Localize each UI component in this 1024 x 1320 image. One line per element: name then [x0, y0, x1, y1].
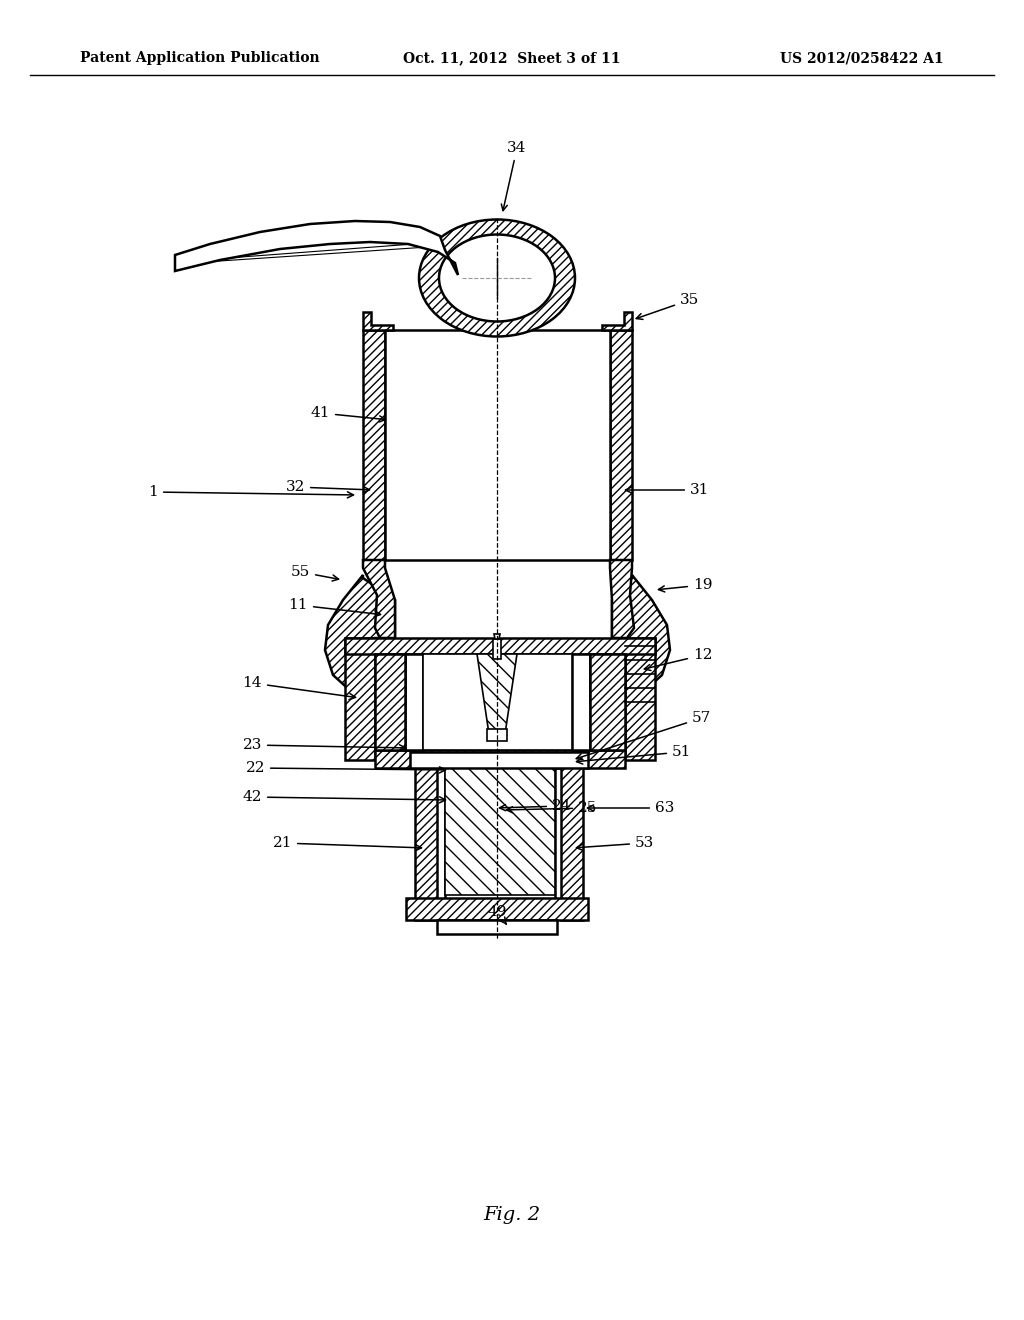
Bar — [561, 760, 583, 920]
Bar — [493, 639, 501, 659]
Bar — [406, 653, 423, 750]
Bar — [445, 760, 555, 920]
Ellipse shape — [439, 235, 555, 322]
Polygon shape — [602, 312, 632, 330]
Text: 11: 11 — [289, 598, 381, 616]
Bar — [590, 653, 625, 750]
Bar — [345, 638, 655, 653]
Text: 63: 63 — [588, 801, 675, 814]
Text: 57: 57 — [577, 711, 712, 759]
Text: Patent Application Publication: Patent Application Publication — [80, 51, 319, 65]
Polygon shape — [362, 312, 393, 330]
Text: 49: 49 — [487, 906, 507, 924]
Polygon shape — [494, 634, 500, 639]
Bar — [445, 766, 555, 895]
Text: 21: 21 — [272, 836, 422, 850]
Polygon shape — [610, 560, 634, 638]
Bar — [410, 752, 588, 768]
Polygon shape — [325, 576, 395, 696]
Polygon shape — [175, 220, 458, 275]
Text: 14: 14 — [243, 676, 355, 700]
Bar — [415, 760, 437, 920]
Bar — [437, 920, 557, 935]
Bar — [406, 898, 588, 920]
Polygon shape — [477, 653, 517, 734]
Bar — [375, 653, 406, 750]
Bar — [625, 638, 655, 760]
Text: 51: 51 — [577, 744, 691, 764]
Polygon shape — [612, 576, 670, 696]
Bar — [362, 330, 385, 560]
Text: 32: 32 — [286, 480, 370, 494]
Text: 31: 31 — [626, 483, 710, 498]
Text: 25: 25 — [507, 801, 597, 814]
Text: 12: 12 — [644, 648, 713, 671]
Text: 33: 33 — [181, 244, 249, 269]
Text: Fig. 2: Fig. 2 — [483, 1206, 541, 1224]
Text: 53: 53 — [577, 836, 654, 850]
Text: 19: 19 — [658, 578, 713, 591]
Text: 41: 41 — [310, 407, 386, 422]
Bar — [345, 638, 375, 760]
Text: 1: 1 — [148, 484, 353, 499]
Bar — [385, 330, 610, 560]
Bar — [572, 653, 590, 750]
Bar — [487, 729, 507, 741]
Bar — [375, 750, 625, 768]
Text: 23: 23 — [243, 738, 406, 752]
Text: 22: 22 — [246, 762, 445, 775]
Ellipse shape — [419, 219, 575, 337]
Bar — [590, 653, 608, 702]
Bar — [387, 653, 406, 702]
Bar — [610, 330, 632, 560]
Bar — [423, 653, 572, 750]
Text: 35: 35 — [636, 293, 699, 319]
Text: Oct. 11, 2012  Sheet 3 of 11: Oct. 11, 2012 Sheet 3 of 11 — [403, 51, 621, 65]
Text: 24: 24 — [500, 799, 571, 813]
Text: 34: 34 — [502, 141, 526, 211]
Text: 42: 42 — [243, 789, 445, 804]
Polygon shape — [362, 560, 395, 638]
Text: 55: 55 — [291, 565, 339, 581]
Text: US 2012/0258422 A1: US 2012/0258422 A1 — [780, 51, 944, 65]
